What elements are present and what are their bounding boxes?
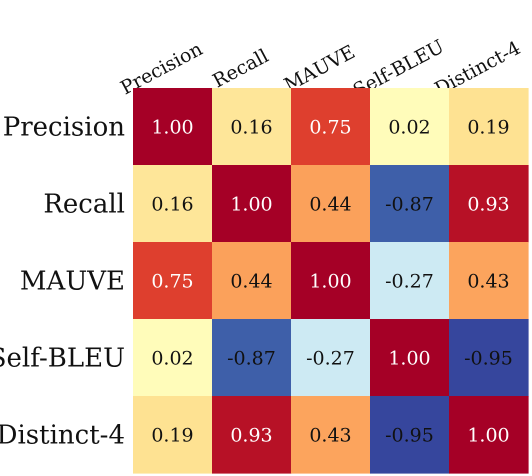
heatmap-cell-recall-precision [133, 165, 213, 243]
heatmap-cell-distinct-4-precision [133, 396, 213, 474]
cell-value-label: 1.00 [151, 117, 193, 139]
column-label-recall: Recall [209, 45, 272, 92]
heatmap-cell-mauve-precision [133, 242, 213, 320]
heatmap-cell-recall-self-bleu [370, 165, 450, 243]
cell-value-label: -0.95 [464, 348, 513, 370]
row-labels: Precision Recall MAUVE Self-BLEU Distinct-4 [0, 113, 125, 451]
cell-value-label: 0.16 [151, 194, 193, 216]
cell-value-label: 0.43 [309, 425, 351, 447]
cell-value-label: 1.00 [309, 271, 351, 293]
cell-value-label: 0.93 [230, 425, 272, 447]
cell-value-label: 0.02 [151, 348, 193, 370]
cell-value-label: 1.00 [230, 194, 272, 216]
heatmap-cell-mauve-self-bleu [370, 242, 450, 320]
heatmap-cell-self-bleu-mauve [291, 319, 371, 397]
heatmap-cell-recall-mauve [291, 165, 371, 243]
heatmap-cell-self-bleu-precision [133, 319, 213, 397]
heatmap-cell-distinct-4-self-bleu [370, 396, 450, 474]
heatmap-cell-recall-recall [212, 165, 292, 243]
heatmap-cell-self-bleu-self-bleu [370, 319, 450, 397]
cell-value-label: 0.16 [230, 117, 272, 139]
cell-value-label: 0.02 [388, 117, 430, 139]
cell-value-label: 0.75 [309, 117, 351, 139]
cell-value-label: 0.44 [309, 194, 351, 216]
cell-value-label: 0.43 [467, 271, 509, 293]
heatmap-cell-mauve-distinct-4 [449, 242, 529, 320]
heatmap-cell-self-bleu-distinct-4 [449, 319, 529, 397]
row-label-distinct-4: Distinct-4 [0, 421, 125, 451]
row-label-precision: Precision [3, 113, 125, 143]
heatmap-cell-distinct-4-recall [212, 396, 292, 474]
cell-value-label: -0.95 [385, 425, 434, 447]
heatmap-cell-precision-mauve [291, 88, 371, 166]
heatmap-cells: 1.00 0.16 0.75 0.02 0.19 0.16 1.00 0.44 -0.87 0.9… [133, 88, 529, 474]
heatmap-cell-precision-precision [133, 88, 213, 166]
heatmap-cell-distinct-4-distinct-4 [449, 396, 529, 474]
heatmap-cell-precision-self-bleu [370, 88, 450, 166]
cell-value-label: -0.27 [385, 271, 434, 293]
cell-value-label: 0.93 [467, 194, 509, 216]
cell-value-label: 0.19 [467, 117, 509, 139]
heatmap-cell-self-bleu-recall [212, 319, 292, 397]
cell-value-label: 0.44 [230, 271, 272, 293]
heatmap-cell-mauve-recall [212, 242, 292, 320]
cell-value-label: 0.75 [151, 271, 193, 293]
row-label-mauve: MAUVE [20, 267, 125, 297]
row-label-self-bleu: Self-BLEU [0, 344, 125, 374]
cell-value-label: -0.87 [227, 348, 276, 370]
heatmap-cell-precision-recall [212, 88, 292, 166]
heatmap-cell-distinct-4-mauve [291, 396, 371, 474]
cell-value-label: 0.19 [151, 425, 193, 447]
heatmap-cell-recall-distinct-4 [449, 165, 529, 243]
heatmap-cell-mauve-mauve [291, 242, 371, 320]
cell-value-label: -0.87 [385, 194, 434, 216]
cell-value-label: -0.27 [306, 348, 355, 370]
cell-value-label: 1.00 [388, 348, 430, 370]
heatmap-cell-precision-distinct-4 [449, 88, 529, 166]
row-label-recall: Recall [43, 190, 125, 220]
cell-value-label: 1.00 [467, 425, 509, 447]
